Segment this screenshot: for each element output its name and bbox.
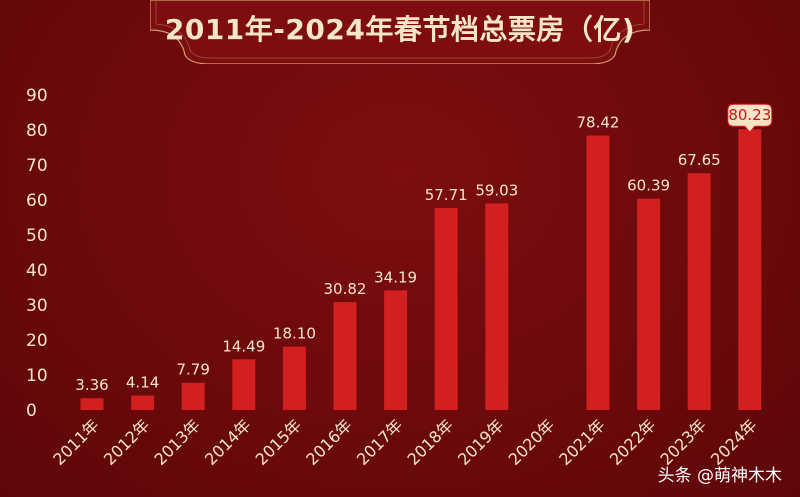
bar	[333, 302, 357, 410]
x-tick-label: 2022年	[606, 415, 660, 469]
bar-value-label: 78.42	[577, 114, 620, 132]
bar	[384, 290, 408, 410]
bar	[232, 359, 256, 410]
x-tick-label: 2023年	[656, 415, 710, 469]
bar	[131, 395, 155, 410]
bar	[738, 129, 762, 410]
bar	[80, 398, 104, 410]
watermark: 头条 @萌神木木	[657, 466, 782, 486]
x-tick-label: 2014年	[201, 415, 255, 469]
bar-value-label: 59.03	[475, 181, 518, 199]
bar	[485, 203, 509, 410]
bar	[181, 382, 205, 410]
y-tick-label: 10	[26, 366, 48, 386]
x-tick-label: 2020年	[505, 415, 559, 469]
bar-value-label: 67.65	[678, 151, 721, 169]
bar-value-label: 34.19	[374, 268, 417, 286]
y-tick-label: 20	[26, 331, 48, 351]
y-tick-label: 30	[26, 296, 48, 316]
bar	[637, 198, 661, 410]
y-tick-label: 70	[26, 156, 48, 176]
bar	[687, 173, 711, 410]
bar-value-label: 4.14	[126, 374, 159, 392]
x-tick-label: 2024年	[707, 415, 761, 469]
bar-value-label: 80.23	[728, 106, 771, 124]
bar	[434, 208, 458, 410]
bar	[586, 135, 610, 410]
bar-value-label: 3.36	[75, 376, 108, 394]
x-tick-label: 2011年	[49, 415, 103, 469]
x-tick-label: 2016年	[302, 415, 356, 469]
x-tick-label: 2019年	[454, 415, 508, 469]
x-tick-label: 2017年	[353, 415, 407, 469]
y-tick-label: 40	[26, 261, 48, 281]
x-tick-label: 2018年	[403, 415, 457, 469]
y-tick-label: 50	[26, 226, 48, 246]
bar-value-label: 14.49	[222, 337, 265, 355]
bar-value-label: 60.39	[627, 177, 670, 195]
y-tick-label: 90	[26, 86, 48, 106]
title-banner	[150, 0, 650, 64]
chart-title: 2011年-2024年春节档总票房（亿)	[164, 13, 636, 46]
x-tick-label: 2012年	[100, 415, 154, 469]
bar	[282, 346, 306, 410]
x-tick-label: 2021年	[555, 415, 609, 469]
y-tick-label: 80	[26, 121, 48, 141]
value-label-highlight-bubble	[727, 103, 773, 133]
bar-value-label: 7.79	[176, 361, 209, 379]
x-tick-label: 2015年	[252, 415, 306, 469]
bar-value-label: 57.71	[425, 186, 468, 204]
y-tick-label: 0	[26, 401, 37, 421]
bar-value-label: 30.82	[324, 280, 367, 298]
bar-value-label: 18.10	[273, 325, 316, 343]
x-tick-label: 2013年	[150, 415, 204, 469]
y-tick-label: 60	[26, 191, 48, 211]
